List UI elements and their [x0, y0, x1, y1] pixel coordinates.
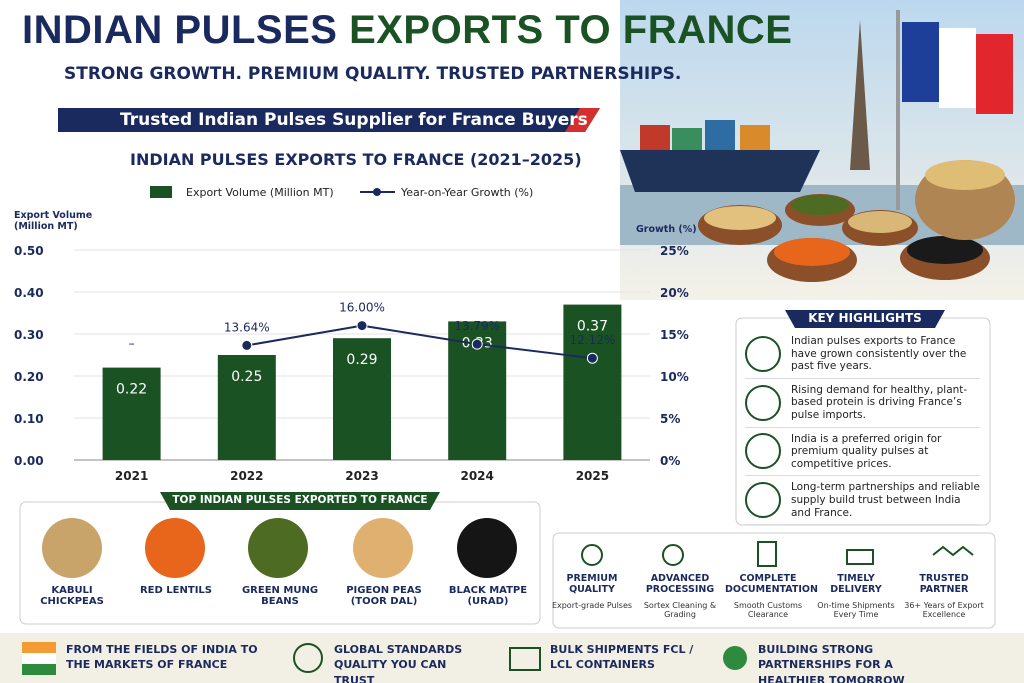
y2-tick-label: 0%	[660, 454, 680, 468]
product-label: RED LENTILS	[139, 585, 212, 596]
highlights-title: KEY HIGHLIGHTS	[808, 311, 922, 325]
line-value-label: 16.00%	[339, 301, 385, 315]
x-tick-label: 2025	[576, 469, 609, 483]
y2-tick-label: 25%	[660, 244, 689, 258]
title-part: INDIAN PULSES	[22, 8, 338, 52]
feature-title: ADVANCED PROCESSING	[645, 573, 715, 595]
highlights: Indian pulses exports to France have gro…	[745, 330, 980, 526]
badge: Trusted Indian Pulses Supplier for Franc…	[120, 110, 588, 130]
highlight-text: Rising demand for healthy, plant-based p…	[791, 383, 968, 421]
bar	[333, 338, 391, 460]
feature-title: PREMIUM QUALITY	[566, 573, 618, 595]
product-label: KABULI CHICKPEAS	[40, 585, 104, 607]
bar-value-label: 0.29	[346, 352, 377, 368]
tagline: STRONG GROWTH. PREMIUM QUALITY. TRUSTED …	[64, 64, 682, 84]
footer-item: BUILDING STRONG PARTNERSHIPS FOR A HEALT…	[758, 643, 905, 683]
highlight-icon	[745, 335, 781, 372]
y-axis-label: Export Volume (Million MT)	[14, 210, 93, 232]
line-value-label: 13.64%	[224, 320, 270, 334]
highlight-text: Indian pulses exports to France have gro…	[791, 335, 967, 373]
line-marker	[586, 352, 598, 364]
x-tick-label: 2022	[230, 469, 263, 483]
bar	[102, 367, 161, 460]
product-label: PIGEON PEAS (TOOR DAL)	[346, 585, 422, 607]
chart-title: INDIAN PULSES EXPORTS TO FRANCE (2021–20…	[130, 150, 582, 169]
feature-text: On-time Shipments Every Time	[817, 601, 895, 619]
highlight: India is a preferred origin for premium …	[745, 428, 980, 477]
feature: PREMIUM QUALITY Export-grade Pulses	[549, 545, 635, 610]
title-part: EXPORTS TO FRANCE	[349, 8, 793, 52]
y-tick-label: 0.40	[14, 286, 44, 300]
highlight-text: Long-term partnerships and reliable supp…	[791, 481, 980, 519]
x-tick-label: 2023	[345, 469, 378, 483]
feature: COMPLETE DOCUMENTATION Smooth Customs Cle…	[725, 545, 818, 619]
y2-tick-label: 5%	[660, 412, 680, 426]
footer-item: GLOBAL STANDARDS QUALITY YOU CAN TRUST	[334, 643, 463, 683]
y2-tick-label: 20%	[660, 286, 689, 300]
y-tick-label: 0.50	[14, 244, 44, 258]
y-tick-label: 0.00	[14, 454, 44, 468]
feature-title: TRUSTED PARTNER	[919, 573, 969, 595]
x-tick-label: 2024	[460, 469, 493, 483]
bar-value-label: 0.25	[231, 369, 262, 385]
bar	[217, 355, 276, 460]
chart: 0.00 0.10 0.20 0.30 0.40 0.50 0% 5% 10% 15% 20% 25%…	[14, 186, 689, 483]
legend-label: Export Volume (Million MT)	[186, 186, 334, 199]
highlight-icon	[745, 482, 781, 519]
highlight: Long-term partnerships and reliable supp…	[745, 476, 980, 526]
footer-item: BULK SHIPMENTS FCL / LCL CONTAINERS	[550, 643, 694, 672]
legend-marker	[373, 188, 381, 196]
line-marker	[356, 320, 368, 332]
highlight-icon	[745, 384, 781, 421]
footer-item: FROM THE FIELDS OF INDIA TO THE MARKETS …	[66, 643, 258, 672]
y2-tick-label: 15%	[660, 328, 689, 342]
bar-value-label: 0.37	[577, 319, 608, 335]
feature: TRUSTED PARTNER 36+ Years of Export Excel…	[901, 545, 987, 619]
line	[246, 324, 593, 360]
feature: ADVANCED PROCESSING Sortex Cleaning & Gra…	[637, 545, 723, 619]
feature: TIMELY DELIVERY On-time Shipments Every T…	[813, 545, 899, 619]
highlight-icon	[745, 433, 781, 470]
y2-tick-label: 10%	[660, 370, 689, 384]
x-tick-label: 2021	[115, 469, 148, 483]
product-label: GREEN MUNG BEANS	[241, 585, 319, 607]
y-tick-label: 0.30	[14, 328, 44, 342]
line-marker	[241, 339, 253, 351]
feature-text: 36+ Years of Export Excellence	[904, 601, 984, 619]
highlight: Indian pulses exports to France have gro…	[745, 330, 980, 379]
title: INDIAN PULSES EXPORTS TO FRANCE	[22, 8, 792, 53]
line-value-label: –	[129, 337, 135, 351]
line-value-label: 13.79%	[454, 319, 500, 333]
line-marker	[471, 338, 483, 350]
y2-axis-label: Growth (%)	[636, 224, 697, 235]
highlight: Rising demand for healthy, plant-based p…	[745, 379, 980, 428]
bar-value-label: 0.22	[116, 382, 147, 398]
bar	[563, 304, 622, 460]
legend-swatch	[150, 186, 172, 198]
y-tick-label: 0.10	[14, 412, 44, 426]
y-tick-label: 0.20	[14, 370, 44, 384]
products-title: TOP INDIAN PULSES EXPORTED TO FRANCE	[172, 494, 428, 506]
feature-title: TIMELY DELIVERY	[830, 573, 882, 595]
feature-text: Sortex Cleaning & Grading	[643, 601, 717, 619]
highlight-text: India is a preferred origin for premium …	[791, 432, 942, 470]
line-value-label: 12.12%	[570, 333, 616, 347]
feature-text: Export-grade Pulses	[551, 601, 633, 610]
legend-label: Year-on-Year Growth (%)	[400, 186, 533, 199]
feature-title: COMPLETE DOCUMENTATION	[725, 573, 818, 595]
feature-text: Smooth Customs Clearance	[733, 601, 803, 619]
product-label: BLACK MATPE (URAD)	[448, 585, 528, 607]
